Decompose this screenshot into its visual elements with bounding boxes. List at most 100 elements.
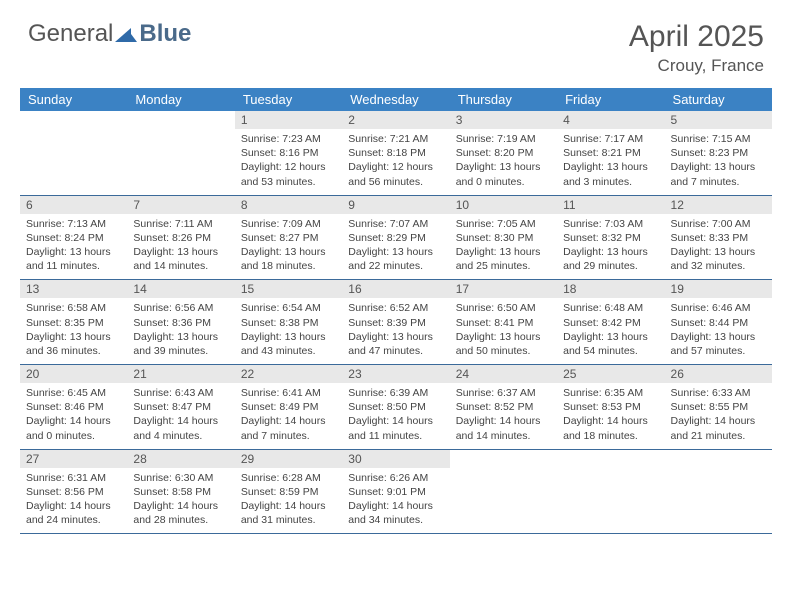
sunset-line: Sunset: 8:29 PM: [348, 231, 443, 245]
day-number: 8: [235, 196, 342, 214]
day-body: Sunrise: 6:37 AMSunset: 8:52 PMDaylight:…: [450, 383, 557, 449]
day-number: 11: [557, 196, 664, 214]
sunset-line: Sunset: 8:49 PM: [241, 400, 336, 414]
sunrise-line: Sunrise: 7:17 AM: [563, 132, 658, 146]
sunset-line: Sunset: 8:20 PM: [456, 146, 551, 160]
daylight-line: Daylight: 13 hours and 39 minutes.: [133, 330, 228, 358]
daylight-line: Daylight: 13 hours and 32 minutes.: [671, 245, 766, 273]
day-body: Sunrise: 6:52 AMSunset: 8:39 PMDaylight:…: [342, 298, 449, 364]
calendar-cell: 22Sunrise: 6:41 AMSunset: 8:49 PMDayligh…: [235, 365, 342, 450]
calendar-cell: 0: [557, 449, 664, 534]
day-number: 9: [342, 196, 449, 214]
sunrise-line: Sunrise: 6:39 AM: [348, 386, 443, 400]
weekday-header: Friday: [557, 88, 664, 111]
sunrise-line: Sunrise: 7:09 AM: [241, 217, 336, 231]
day-body: Sunrise: 6:31 AMSunset: 8:56 PMDaylight:…: [20, 468, 127, 534]
calendar-cell: 23Sunrise: 6:39 AMSunset: 8:50 PMDayligh…: [342, 365, 449, 450]
daylight-line: Daylight: 14 hours and 18 minutes.: [563, 414, 658, 442]
day-number: 7: [127, 196, 234, 214]
header: General Blue April 2025 Crouy, France: [0, 0, 792, 84]
calendar-cell: 18Sunrise: 6:48 AMSunset: 8:42 PMDayligh…: [557, 280, 664, 365]
day-number: 25: [557, 365, 664, 383]
day-body: Sunrise: 6:39 AMSunset: 8:50 PMDaylight:…: [342, 383, 449, 449]
day-body: Sunrise: 7:15 AMSunset: 8:23 PMDaylight:…: [665, 129, 772, 195]
sunset-line: Sunset: 8:33 PM: [671, 231, 766, 245]
sunrise-line: Sunrise: 6:48 AM: [563, 301, 658, 315]
sunrise-line: Sunrise: 6:28 AM: [241, 471, 336, 485]
sunrise-line: Sunrise: 6:46 AM: [671, 301, 766, 315]
calendar-cell: 20Sunrise: 6:45 AMSunset: 8:46 PMDayligh…: [20, 365, 127, 450]
day-body: Sunrise: 7:11 AMSunset: 8:26 PMDaylight:…: [127, 214, 234, 280]
sunset-line: Sunset: 8:44 PM: [671, 316, 766, 330]
sunrise-line: Sunrise: 6:33 AM: [671, 386, 766, 400]
day-number: 20: [20, 365, 127, 383]
daylight-line: Daylight: 13 hours and 47 minutes.: [348, 330, 443, 358]
daylight-line: Daylight: 14 hours and 11 minutes.: [348, 414, 443, 442]
daylight-line: Daylight: 13 hours and 7 minutes.: [671, 160, 766, 188]
day-number: 1: [235, 111, 342, 129]
calendar-cell: 4Sunrise: 7:17 AMSunset: 8:21 PMDaylight…: [557, 111, 664, 195]
calendar-cell: 13Sunrise: 6:58 AMSunset: 8:35 PMDayligh…: [20, 280, 127, 365]
day-body: Sunrise: 6:56 AMSunset: 8:36 PMDaylight:…: [127, 298, 234, 364]
calendar-cell: 11Sunrise: 7:03 AMSunset: 8:32 PMDayligh…: [557, 195, 664, 280]
day-number: 18: [557, 280, 664, 298]
day-body: Sunrise: 6:26 AMSunset: 9:01 PMDaylight:…: [342, 468, 449, 534]
calendar-cell: 29Sunrise: 6:28 AMSunset: 8:59 PMDayligh…: [235, 449, 342, 534]
calendar-cell: 15Sunrise: 6:54 AMSunset: 8:38 PMDayligh…: [235, 280, 342, 365]
title-block: April 2025 Crouy, France: [629, 20, 764, 76]
weekday-header: Thursday: [450, 88, 557, 111]
daylight-line: Daylight: 14 hours and 28 minutes.: [133, 499, 228, 527]
day-number: 13: [20, 280, 127, 298]
weekday-header: Wednesday: [342, 88, 449, 111]
calendar-cell: 27Sunrise: 6:31 AMSunset: 8:56 PMDayligh…: [20, 449, 127, 534]
day-number: 15: [235, 280, 342, 298]
day-body: Sunrise: 7:09 AMSunset: 8:27 PMDaylight:…: [235, 214, 342, 280]
calendar-cell: 12Sunrise: 7:00 AMSunset: 8:33 PMDayligh…: [665, 195, 772, 280]
day-body: Sunrise: 7:03 AMSunset: 8:32 PMDaylight:…: [557, 214, 664, 280]
sunrise-line: Sunrise: 7:11 AM: [133, 217, 228, 231]
logo-text-part2: Blue: [139, 20, 191, 48]
daylight-line: Daylight: 13 hours and 29 minutes.: [563, 245, 658, 273]
sunset-line: Sunset: 8:38 PM: [241, 316, 336, 330]
daylight-line: Daylight: 13 hours and 0 minutes.: [456, 160, 551, 188]
daylight-line: Daylight: 14 hours and 21 minutes.: [671, 414, 766, 442]
calendar-cell: 1Sunrise: 7:23 AMSunset: 8:16 PMDaylight…: [235, 111, 342, 195]
calendar-cell: 6Sunrise: 7:13 AMSunset: 8:24 PMDaylight…: [20, 195, 127, 280]
sunrise-line: Sunrise: 7:23 AM: [241, 132, 336, 146]
calendar-cell: 21Sunrise: 6:43 AMSunset: 8:47 PMDayligh…: [127, 365, 234, 450]
day-body: Sunrise: 7:13 AMSunset: 8:24 PMDaylight:…: [20, 214, 127, 280]
calendar-cell: 16Sunrise: 6:52 AMSunset: 8:39 PMDayligh…: [342, 280, 449, 365]
day-body: Sunrise: 7:23 AMSunset: 8:16 PMDaylight:…: [235, 129, 342, 195]
sunset-line: Sunset: 8:47 PM: [133, 400, 228, 414]
logo-text-part1: General: [28, 20, 113, 48]
day-body: Sunrise: 6:30 AMSunset: 8:58 PMDaylight:…: [127, 468, 234, 534]
day-number: 29: [235, 450, 342, 468]
calendar-cell: 10Sunrise: 7:05 AMSunset: 8:30 PMDayligh…: [450, 195, 557, 280]
sunset-line: Sunset: 8:30 PM: [456, 231, 551, 245]
daylight-line: Daylight: 14 hours and 4 minutes.: [133, 414, 228, 442]
calendar-cell: 9Sunrise: 7:07 AMSunset: 8:29 PMDaylight…: [342, 195, 449, 280]
day-body: Sunrise: 7:07 AMSunset: 8:29 PMDaylight:…: [342, 214, 449, 280]
sunrise-line: Sunrise: 6:54 AM: [241, 301, 336, 315]
day-number: 21: [127, 365, 234, 383]
day-body: Sunrise: 6:33 AMSunset: 8:55 PMDaylight:…: [665, 383, 772, 449]
day-body: Sunrise: 6:54 AMSunset: 8:38 PMDaylight:…: [235, 298, 342, 364]
calendar-cell: 24Sunrise: 6:37 AMSunset: 8:52 PMDayligh…: [450, 365, 557, 450]
day-body: Sunrise: 6:28 AMSunset: 8:59 PMDaylight:…: [235, 468, 342, 534]
day-number: 16: [342, 280, 449, 298]
day-body: Sunrise: 7:17 AMSunset: 8:21 PMDaylight:…: [557, 129, 664, 195]
sunrise-line: Sunrise: 6:26 AM: [348, 471, 443, 485]
daylight-line: Daylight: 12 hours and 53 minutes.: [241, 160, 336, 188]
sunset-line: Sunset: 8:36 PM: [133, 316, 228, 330]
calendar-cell: 0: [665, 449, 772, 534]
daylight-line: Daylight: 12 hours and 56 minutes.: [348, 160, 443, 188]
daylight-line: Daylight: 13 hours and 14 minutes.: [133, 245, 228, 273]
day-number: 24: [450, 365, 557, 383]
sunrise-line: Sunrise: 6:45 AM: [26, 386, 121, 400]
daylight-line: Daylight: 13 hours and 57 minutes.: [671, 330, 766, 358]
calendar-cell: 19Sunrise: 6:46 AMSunset: 8:44 PMDayligh…: [665, 280, 772, 365]
sunrise-line: Sunrise: 6:50 AM: [456, 301, 551, 315]
calendar-cell: 25Sunrise: 6:35 AMSunset: 8:53 PMDayligh…: [557, 365, 664, 450]
day-number: 5: [665, 111, 772, 129]
calendar-cell: 30Sunrise: 6:26 AMSunset: 9:01 PMDayligh…: [342, 449, 449, 534]
